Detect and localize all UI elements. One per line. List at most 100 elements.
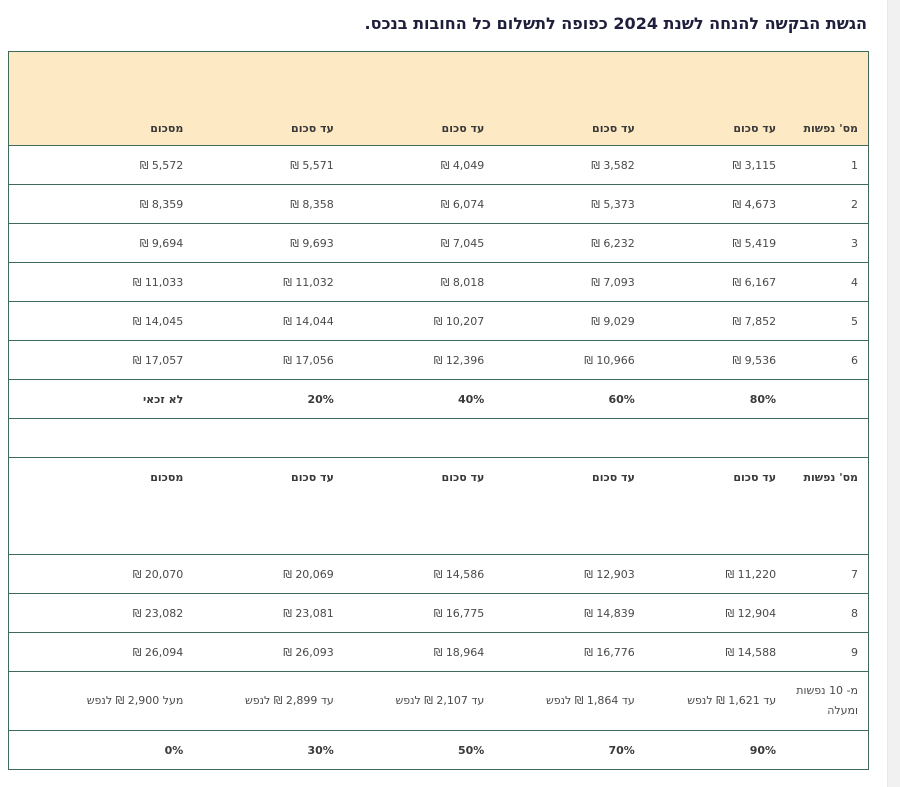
cell-amount: 4,673 ₪	[644, 184, 787, 224]
cell-amount: 23,081 ₪	[193, 593, 344, 633]
cell-percentage: 40%	[343, 379, 495, 419]
cell-household-size: 4	[786, 262, 869, 302]
cell-amount: 16,775 ₪	[343, 593, 495, 633]
header-up-to-amount: עד סכום	[343, 457, 495, 555]
cell-amount: 6,074 ₪	[343, 184, 495, 224]
cell-amount: 7,045 ₪	[343, 223, 495, 263]
header-up-to-amount: עד סכום	[494, 51, 645, 146]
discount-eligibility-table: מס' נפשות עד סכום עד סכום עד סכום עד סכו…	[8, 51, 869, 770]
header-household-size: מס' נפשות	[786, 457, 869, 555]
cell-amount: 8,018 ₪	[343, 262, 495, 302]
cell-amount: 23,082 ₪	[8, 593, 194, 633]
cell-amount: 17,057 ₪	[8, 340, 194, 380]
cell-amount: 17,056 ₪	[193, 340, 344, 380]
cell-amount: 7,852 ₪	[644, 301, 787, 341]
table-row: 9 14,588 ₪ 16,776 ₪ 18,964 ₪ 26,093 ₪ 26…	[8, 632, 869, 672]
cell-percentage: לא זכאי	[8, 379, 194, 419]
cell-amount: 3,582 ₪	[494, 145, 645, 185]
cell-amount: 5,572 ₪	[8, 145, 194, 185]
table-header-row: מס' נפשות עד סכום עד סכום עד סכום עד סכו…	[8, 457, 869, 555]
cell-percentage: 80%	[644, 379, 787, 419]
table-row: 2 4,673 ₪ 5,373 ₪ 6,074 ₪ 8,358 ₪ 8,359 …	[8, 184, 869, 224]
discount-percentage-row: 80% 60% 40% 20% לא זכאי	[8, 379, 869, 419]
cell-amount: 20,069 ₪	[193, 554, 344, 594]
cell-amount: עד 1,621 ₪ לנפש	[644, 671, 787, 731]
cell-amount: 14,586 ₪	[343, 554, 495, 594]
header-up-to-amount: עד סכום	[494, 457, 645, 555]
cell-amount: 11,032 ₪	[193, 262, 344, 302]
cell-amount: 10,207 ₪	[343, 301, 495, 341]
cell-amount: 5,571 ₪	[193, 145, 344, 185]
cell-amount: 14,839 ₪	[494, 593, 645, 633]
table-row: 5 7,852 ₪ 9,029 ₪ 10,207 ₪ 14,044 ₪ 14,0…	[8, 301, 869, 341]
table-row: 4 6,167 ₪ 7,093 ₪ 8,018 ₪ 11,032 ₪ 11,03…	[8, 262, 869, 302]
cell-percentage: 20%	[193, 379, 344, 419]
cell-household-size: 9	[786, 632, 869, 672]
page-title: הגשת הבקשה להנחה לשנת 2024 כפופה לתשלום …	[364, 14, 868, 33]
cell-amount: 14,588 ₪	[644, 632, 787, 672]
header-up-to-amount: עד סכום	[193, 51, 344, 146]
cell-amount: 9,029 ₪	[494, 301, 645, 341]
cell-amount: 9,693 ₪	[193, 223, 344, 263]
cell-amount: 14,044 ₪	[193, 301, 344, 341]
header-up-to-amount: עד סכום	[193, 457, 344, 555]
cell-empty	[786, 730, 869, 770]
cell-percentage: 70%	[494, 730, 645, 770]
cell-amount: עד 1,864 ₪ לנפש	[494, 671, 645, 731]
cell-amount: מעל 2,900 ₪ לנפש	[8, 671, 194, 731]
cell-amount: 18,964 ₪	[343, 632, 495, 672]
cell-percentage: 90%	[644, 730, 787, 770]
cell-amount: 5,419 ₪	[644, 223, 787, 263]
spacer-row	[8, 418, 869, 458]
table-row: מ- 10 נפשות ומעלה עד 1,621 ₪ לנפש עד 1,8…	[8, 671, 869, 731]
table-row: 7 11,220 ₪ 12,903 ₪ 14,586 ₪ 20,069 ₪ 20…	[8, 554, 869, 594]
cell-percentage: 60%	[494, 379, 645, 419]
cell-household-size: 5	[786, 301, 869, 341]
cell-amount: 26,093 ₪	[193, 632, 344, 672]
table-row: 6 9,536 ₪ 10,966 ₪ 12,396 ₪ 17,056 ₪ 17,…	[8, 340, 869, 380]
cell-household-size: 7	[786, 554, 869, 594]
header-up-to-amount: עד סכום	[343, 51, 495, 146]
cell-amount: 12,396 ₪	[343, 340, 495, 380]
cell-household-size: 2	[786, 184, 869, 224]
table-row: 8 12,904 ₪ 14,839 ₪ 16,775 ₪ 23,081 ₪ 23…	[8, 593, 869, 633]
cell-amount: 6,232 ₪	[494, 223, 645, 263]
cell-amount: 6,167 ₪	[644, 262, 787, 302]
cell-percentage: 50%	[343, 730, 495, 770]
discount-percentage-row: 90% 70% 50% 30% 0%	[8, 730, 869, 770]
cell-amount: עד 2,107 ₪ לנפש	[343, 671, 495, 731]
cell-empty	[786, 379, 869, 419]
cell-amount: 8,358 ₪	[193, 184, 344, 224]
cell-amount: עד 2,899 ₪ לנפש	[193, 671, 344, 731]
header-household-size: מס' נפשות	[786, 51, 869, 146]
table-row: 3 5,419 ₪ 6,232 ₪ 7,045 ₪ 9,693 ₪ 9,694 …	[8, 223, 869, 263]
cell-amount: 20,070 ₪	[8, 554, 194, 594]
header-up-to-amount: עד סכום	[644, 51, 787, 146]
cell-amount: 14,045 ₪	[8, 301, 194, 341]
cell-household-size: 6	[786, 340, 869, 380]
table-header-row: מס' נפשות עד סכום עד סכום עד סכום עד סכו…	[8, 51, 869, 146]
cell-amount: 26,094 ₪	[8, 632, 194, 672]
cell-household-size: מ- 10 נפשות ומעלה	[786, 671, 869, 731]
cell-amount: 9,536 ₪	[644, 340, 787, 380]
cell-amount: 11,220 ₪	[644, 554, 787, 594]
cell-amount: 3,115 ₪	[644, 145, 787, 185]
cell-amount: 8,359 ₪	[8, 184, 194, 224]
cell-household-size: 1	[786, 145, 869, 185]
vertical-scrollbar[interactable]	[887, 0, 900, 787]
header-up-to-amount: עד סכום	[644, 457, 787, 555]
table-row: 1 3,115 ₪ 3,582 ₪ 4,049 ₪ 5,571 ₪ 5,572 …	[8, 145, 869, 185]
cell-percentage: 30%	[193, 730, 344, 770]
cell-household-size: 3	[786, 223, 869, 263]
spacer-cell	[8, 418, 869, 458]
cell-amount: 10,966 ₪	[494, 340, 645, 380]
header-from-amount: מסכום	[8, 457, 194, 555]
cell-amount: 12,904 ₪	[644, 593, 787, 633]
cell-amount: 11,033 ₪	[8, 262, 194, 302]
cell-percentage: 0%	[8, 730, 194, 770]
cell-amount: 5,373 ₪	[494, 184, 645, 224]
cell-amount: 12,903 ₪	[494, 554, 645, 594]
header-from-amount: מסכום	[8, 51, 194, 146]
cell-amount: 4,049 ₪	[343, 145, 495, 185]
